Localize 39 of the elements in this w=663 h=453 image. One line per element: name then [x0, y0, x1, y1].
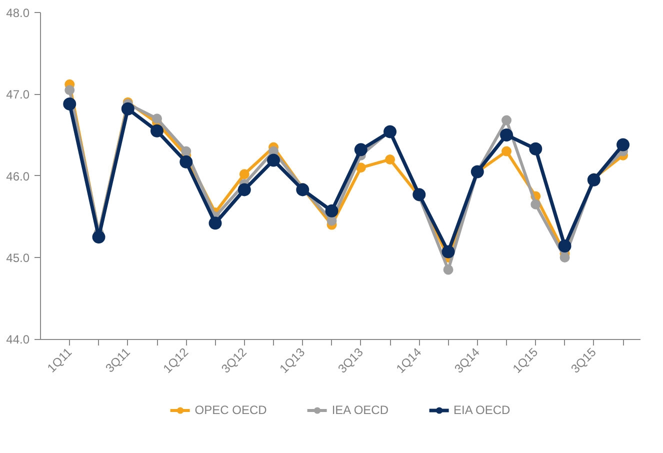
point — [384, 125, 397, 138]
point — [502, 146, 512, 156]
point — [502, 115, 512, 126]
point — [354, 143, 368, 156]
legend-label: EIA OECD — [454, 403, 510, 417]
point — [238, 183, 251, 196]
point — [587, 173, 600, 186]
point — [150, 124, 164, 138]
y-tick-label: 47.0 — [6, 88, 30, 102]
point — [326, 216, 337, 226]
point — [529, 142, 542, 156]
point — [180, 155, 193, 168]
point — [267, 154, 280, 167]
point — [530, 199, 541, 210]
point — [616, 138, 630, 152]
legend-label: OPEC OECD — [194, 403, 267, 417]
point — [385, 154, 396, 164]
point — [63, 97, 76, 110]
y-tick-label: 46.0 — [6, 169, 30, 184]
point — [500, 128, 514, 142]
point — [296, 183, 310, 196]
point — [92, 230, 106, 244]
y-tick-label: 44.0 — [6, 332, 30, 347]
point — [181, 146, 192, 156]
point — [442, 245, 455, 258]
y-tick-label: 48.0 — [6, 6, 30, 20]
point — [443, 264, 454, 275]
point — [121, 102, 134, 116]
point — [356, 162, 366, 173]
y-tick-label: 45.0 — [6, 250, 30, 265]
point — [325, 204, 338, 218]
legend-label: IEA OECD — [332, 403, 389, 417]
point — [64, 85, 75, 96]
point — [560, 252, 570, 262]
point — [239, 169, 250, 180]
point — [558, 240, 572, 253]
point — [412, 188, 426, 202]
point — [208, 216, 222, 230]
point — [152, 114, 162, 124]
